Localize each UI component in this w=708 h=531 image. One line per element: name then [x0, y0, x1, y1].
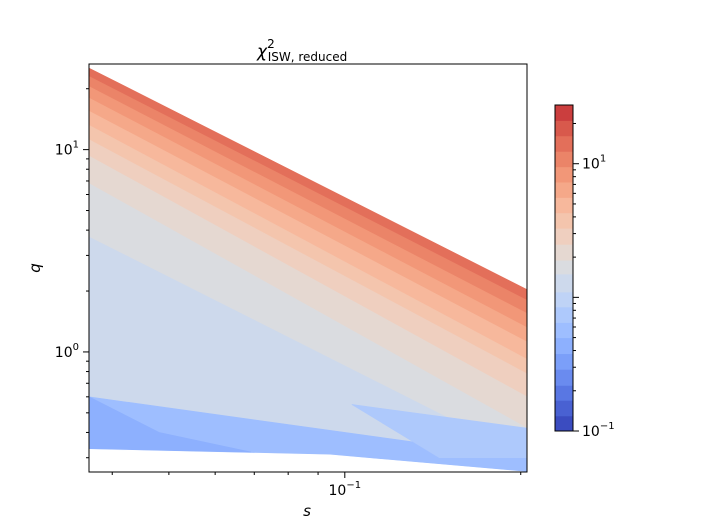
colorbar-segment — [555, 306, 573, 323]
colorbar-frame — [554, 104, 574, 432]
colorbar-segment — [555, 105, 573, 121]
colorbar-segment — [555, 135, 573, 152]
y-axis-ticks: 100 101 — [55, 88, 89, 459]
y-tick-label: 101 — [55, 140, 79, 159]
colorbar-segment — [555, 166, 573, 183]
contour-bands — [88, 63, 528, 459]
colorbar-segment — [555, 337, 573, 355]
chart-title: χ2 ISW, reduced — [256, 37, 347, 64]
x-axis-ticks: 10−1 — [111, 472, 522, 499]
colorbar-segment — [555, 415, 573, 432]
colorbar-segment — [555, 228, 573, 245]
colorbar-segment — [555, 385, 573, 401]
y-tick-label: 100 — [55, 342, 79, 361]
colorbar-segment — [555, 291, 573, 308]
colorbar — [555, 105, 573, 432]
colorbar-ticks: 10−1 101 — [573, 122, 615, 440]
colorbar-segment — [555, 400, 573, 417]
y-axis-label: q — [26, 263, 44, 273]
colorbar-segment — [555, 273, 573, 293]
colorbar-segment — [555, 369, 573, 386]
title-subscript: ISW, reduced — [268, 50, 348, 64]
colorbar-tick-label: 101 — [582, 154, 606, 173]
title-symbol: χ — [256, 42, 268, 62]
lower-bands — [88, 396, 528, 473]
colorbar-segment — [555, 197, 573, 214]
colorbar-segment — [555, 151, 573, 168]
colorbar-segment — [555, 244, 573, 261]
x-axis-label: s — [303, 502, 311, 520]
colorbar-segment — [555, 120, 573, 137]
x-tick-label: 10−1 — [329, 480, 362, 499]
title-superscript: 2 — [267, 37, 275, 51]
colorbar-segment — [555, 353, 573, 370]
plot-frame — [88, 63, 528, 473]
colorbar-segment — [555, 322, 573, 339]
colorbar-segment — [555, 260, 573, 275]
colorbar-tick-label: 10−1 — [582, 421, 615, 440]
colorbar-segment — [555, 181, 573, 198]
colorbar-segment — [555, 212, 573, 229]
